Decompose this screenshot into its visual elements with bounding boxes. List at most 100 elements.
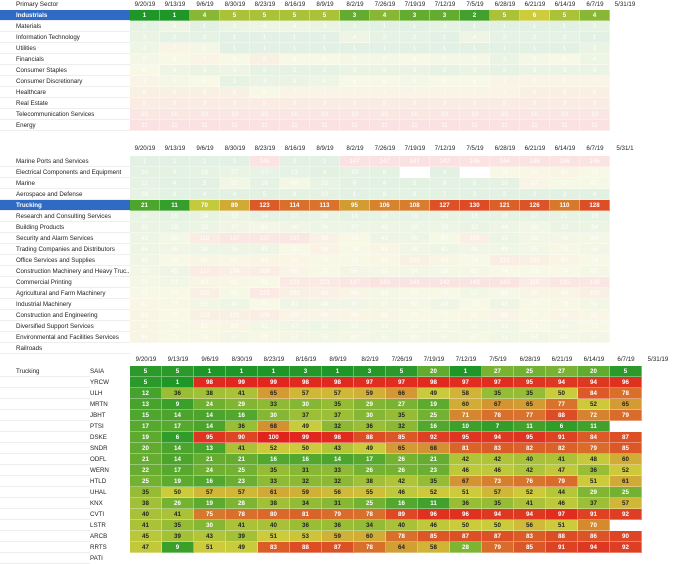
value-cell[interactable]: 73 [482, 476, 514, 487]
value-cell[interactable]: 28 [450, 542, 482, 553]
value-cell[interactable] [610, 299, 640, 310]
value-cell[interactable]: 29 [226, 399, 258, 410]
value-cell[interactable]: 38 [310, 321, 340, 332]
value-cell[interactable]: 38 [354, 476, 386, 487]
value-cell[interactable]: 3 [580, 65, 610, 76]
value-cell[interactable] [310, 343, 340, 354]
value-cell[interactable]: 2 [340, 21, 370, 32]
value-cell[interactable]: 57 [610, 498, 642, 509]
value-cell[interactable]: 57 [370, 299, 400, 310]
value-cell[interactable]: 1 [160, 10, 190, 21]
value-cell[interactable]: 1 [520, 21, 550, 32]
table-row[interactable]: ULH 12 36 38 41 65 57 57 59 66 49 58 35 35 50 84 78 [0, 388, 674, 399]
value-cell[interactable] [610, 233, 640, 244]
value-cell[interactable]: 7 [430, 87, 460, 98]
value-cell[interactable]: 50 [450, 520, 482, 531]
value-cell[interactable]: 7 [490, 87, 520, 98]
value-cell[interactable]: 10 [520, 109, 550, 120]
value-cell[interactable]: 21 [226, 454, 258, 465]
value-cell[interactable]: 52 [418, 487, 450, 498]
value-cell[interactable]: 51 [450, 487, 482, 498]
value-cell[interactable]: 11 [160, 200, 190, 211]
value-cell[interactable]: 7 [550, 76, 580, 87]
value-cell[interactable]: 6 [220, 54, 250, 65]
value-cell[interactable]: 33 [258, 476, 290, 487]
value-cell[interactable] [642, 498, 674, 509]
value-cell[interactable]: 121 [280, 277, 310, 288]
value-cell[interactable]: 8 [520, 87, 550, 98]
value-cell[interactable]: 36 [310, 222, 340, 233]
value-cell[interactable]: 83 [130, 310, 160, 321]
value-cell[interactable]: 144 [490, 156, 520, 167]
value-cell[interactable]: 88 [546, 531, 578, 542]
value-cell[interactable]: 86 [550, 288, 580, 299]
value-cell[interactable]: 2 [550, 189, 580, 200]
value-cell[interactable]: 19 [130, 432, 162, 443]
value-cell[interactable]: 36 [220, 244, 250, 255]
value-cell[interactable]: 35 [162, 520, 194, 531]
value-cell[interactable]: 9 [580, 98, 610, 109]
value-cell[interactable]: 11 [250, 120, 280, 131]
value-cell[interactable]: 26 [354, 465, 386, 476]
value-cell[interactable]: 2 [400, 32, 430, 43]
value-cell[interactable]: 4 [580, 10, 610, 21]
value-cell[interactable]: 70 [250, 299, 280, 310]
date-header[interactable]: 8/16/19 [284, 1, 306, 8]
date-header[interactable]: 8/9/19 [316, 145, 334, 152]
value-cell[interactable] [610, 98, 640, 109]
value-cell[interactable]: 16 [250, 178, 280, 189]
value-cell[interactable]: 4 [340, 32, 370, 43]
value-cell[interactable]: 4 [280, 21, 310, 32]
value-cell[interactable]: 35 [322, 399, 354, 410]
value-cell[interactable]: 100 [400, 255, 430, 266]
value-cell[interactable]: 25 [354, 498, 386, 509]
date-header[interactable]: 6/28/19 [494, 1, 516, 8]
value-cell[interactable]: 6 [400, 189, 430, 200]
value-cell[interactable]: 16 [194, 476, 226, 487]
value-cell[interactable] [610, 65, 640, 76]
value-cell[interactable]: 86 [130, 321, 160, 332]
value-cell[interactable]: 7 [190, 54, 220, 65]
value-cell[interactable]: 89 [386, 509, 418, 520]
value-cell[interactable]: 10 [250, 109, 280, 120]
value-cell[interactable] [340, 343, 370, 354]
value-cell[interactable] [610, 255, 640, 266]
value-cell[interactable]: 35 [482, 498, 514, 509]
value-cell[interactable]: 81 [130, 299, 160, 310]
value-cell[interactable]: 77 [160, 299, 190, 310]
value-cell[interactable]: 8 [220, 87, 250, 98]
value-cell[interactable]: 64 [580, 233, 610, 244]
value-cell[interactable]: 4 [190, 189, 220, 200]
value-cell[interactable]: 47 [220, 222, 250, 233]
value-cell[interactable]: 137 [340, 277, 370, 288]
date-header[interactable]: 8/2/19 [346, 1, 364, 8]
value-cell[interactable]: 60 [280, 178, 310, 189]
value-cell[interactable]: 81 [290, 509, 322, 520]
value-cell[interactable]: 64 [550, 332, 580, 343]
value-cell[interactable]: 50 [482, 520, 514, 531]
value-cell[interactable]: 1 [220, 32, 250, 43]
value-cell[interactable]: 52 [220, 178, 250, 189]
value-cell[interactable]: 55 [520, 244, 550, 255]
value-cell[interactable]: 25 [130, 476, 162, 487]
value-cell[interactable]: 51 [194, 542, 226, 553]
date-header[interactable]: 6/21/19 [524, 145, 546, 152]
value-cell[interactable]: 34 [354, 520, 386, 531]
value-cell[interactable]: 11 [578, 421, 610, 432]
date-header[interactable]: 7/5/19 [489, 356, 507, 363]
value-cell[interactable]: 37 [322, 410, 354, 421]
table-row[interactable]: Building Products 30 28 33 47 61 46 36 37 40 38 38 3… [0, 222, 640, 233]
value-cell[interactable] [280, 343, 310, 354]
value-cell[interactable]: 78 [610, 388, 642, 399]
value-cell[interactable]: 99 [258, 377, 290, 388]
value-cell[interactable]: 10 [190, 109, 220, 120]
value-cell[interactable]: 49 [354, 443, 386, 454]
value-cell[interactable] [610, 167, 640, 178]
value-cell[interactable]: 10 [460, 109, 490, 120]
value-cell[interactable]: 1 [226, 366, 258, 377]
value-cell[interactable]: 10 [370, 109, 400, 120]
value-cell[interactable]: 146 [460, 156, 490, 167]
value-cell[interactable]: 38 [190, 244, 220, 255]
value-cell[interactable]: 8 [190, 87, 220, 98]
value-cell[interactable]: 8 [160, 87, 190, 98]
